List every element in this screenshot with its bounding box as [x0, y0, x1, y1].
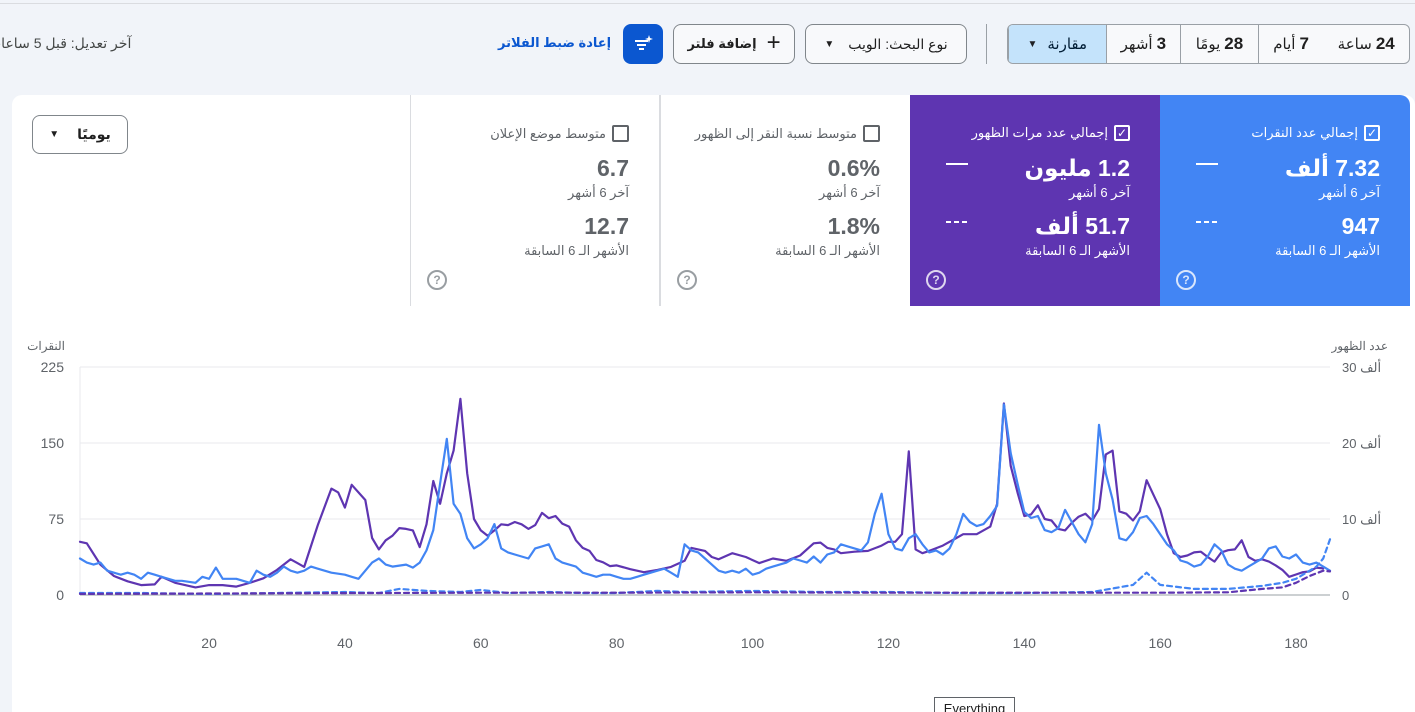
help-icon[interactable]: ? [926, 270, 946, 290]
help-icon[interactable]: ? [427, 270, 447, 290]
metric-label: متوسط موضع الإعلان [490, 125, 606, 141]
metric-label: متوسط نسبة النقر إلى الظهور [694, 125, 857, 141]
checkbox-checked-icon[interactable]: ✓ [1114, 125, 1130, 141]
metric-header: متوسط نسبة النقر إلى الظهور [691, 125, 880, 142]
metric-period: آخر 6 أشهر [1069, 185, 1130, 200]
metric-header: ✓ إجمالي عدد مرات الظهور [940, 125, 1130, 141]
metric-card-ctr[interactable]: متوسط نسبة النقر إلى الظهور 0.6% آخر 6 أ… [660, 95, 910, 306]
metric-prev-period: الأشهر الـ 6 السابقة [1275, 243, 1380, 258]
legend-solid-line [946, 163, 968, 165]
range-num: 7 [1299, 34, 1309, 53]
metric-period: آخر 6 أشهر [819, 185, 880, 200]
search-type-label: نوع البحث: الويب [848, 35, 948, 52]
metric-card-clicks[interactable]: ✓ إجمالي عدد النقرات 7.32 ألف آخر 6 أشهر… [1160, 95, 1410, 306]
help-icon[interactable]: ? [1176, 270, 1196, 290]
filter-sparkle-icon [635, 35, 653, 50]
metric-period: آخر 6 أشهر [1319, 185, 1380, 200]
range-3-months[interactable]: 3 أشهر [1105, 25, 1181, 63]
compare-label: مقارنة [1047, 36, 1088, 53]
legend-solid-line [1196, 163, 1218, 165]
metric-prev-period: الأشهر الـ 6 السابقة [524, 243, 629, 258]
metric-label: إجمالي عدد النقرات [1251, 125, 1358, 140]
chevron-down-icon: ▼ [1027, 38, 1038, 50]
add-filter-label: إضافة فلتر [687, 36, 757, 51]
metric-prev-value: 1.8% [827, 213, 880, 239]
range-num: 24 [1375, 34, 1395, 53]
last-modified-text: آخر تعديل: قبل 5 ساعات [0, 35, 132, 51]
add-filter-button[interactable]: + إضافة فلتر [673, 24, 795, 64]
chevron-down-icon: ▼ [49, 129, 60, 140]
performance-card: ✓ إجمالي عدد النقرات 7.32 ألف آخر 6 أشهر… [12, 95, 1415, 712]
granularity-dropdown[interactable]: يوميًا ▼ [32, 115, 128, 154]
range-unit: ساعة [1337, 36, 1372, 53]
metric-label: إجمالي عدد مرات الظهور [971, 125, 1108, 140]
metric-prev-value: 51.7 ألف [1034, 213, 1130, 239]
range-num: 28 [1224, 34, 1244, 53]
compare-button[interactable]: ▼ مقارنة [1008, 25, 1106, 63]
metric-value: 1.2 مليون [1024, 155, 1130, 181]
search-type-dropdown[interactable]: نوع البحث: الويب ▼ [805, 24, 967, 64]
plus-icon: + [766, 29, 781, 56]
metric-prev-period: الأشهر الـ 6 السابقة [775, 243, 880, 258]
range-unit: أيام [1273, 36, 1296, 53]
metric-value: 0.6% [827, 155, 880, 181]
metric-header: ✓ إجمالي عدد النقرات [1190, 125, 1380, 141]
toolbar-divider [986, 24, 987, 64]
metric-prev-value: 947 [1341, 213, 1380, 239]
legend-dashed-line [1196, 221, 1218, 223]
range-num: 3 [1156, 34, 1167, 53]
top-border [0, 0, 1415, 4]
range-24-hours[interactable]: 24 ساعة [1323, 25, 1409, 63]
metric-prev-period: الأشهر الـ 6 السابقة [1025, 243, 1130, 258]
range-unit: أشهر [1120, 36, 1153, 53]
checkbox-checked-icon[interactable]: ✓ [1364, 125, 1380, 141]
range-unit: يومًا [1195, 36, 1221, 53]
filter-sparkle-button[interactable] [623, 24, 663, 64]
metric-value: 6.7 [597, 155, 629, 181]
chevron-down-icon: ▼ [824, 38, 835, 50]
metric-prev-value: 12.7 [584, 213, 629, 239]
metric-card-impressions[interactable]: ✓ إجمالي عدد مرات الظهور 1.2 مليون آخر 6… [910, 95, 1160, 306]
reset-filters-link[interactable]: إعادة ضبط الفلاتر [498, 35, 612, 50]
help-icon[interactable]: ? [677, 270, 697, 290]
metric-header: متوسط موضع الإعلان [441, 125, 629, 142]
range-28-days[interactable]: 28 يومًا [1180, 25, 1258, 63]
granularity-label: يوميًا [77, 126, 111, 142]
range-7-days[interactable]: 7 أيام [1257, 25, 1324, 63]
metric-period: آخر 6 أشهر [568, 185, 629, 200]
date-range-selector: ▼ مقارنة 3 أشهر 28 يومًا 7 أيام 24 ساعة [1007, 24, 1410, 64]
checkbox-unchecked-icon[interactable] [863, 125, 880, 142]
chart-tooltip: Everything [934, 697, 1015, 712]
metric-card-position[interactable]: متوسط موضع الإعلان 6.7 آخر 6 أشهر 12.7 ا… [410, 95, 660, 306]
legend-dashed-line [946, 221, 968, 223]
checkbox-unchecked-icon[interactable] [612, 125, 629, 142]
metric-value: 7.32 ألف [1284, 155, 1380, 181]
